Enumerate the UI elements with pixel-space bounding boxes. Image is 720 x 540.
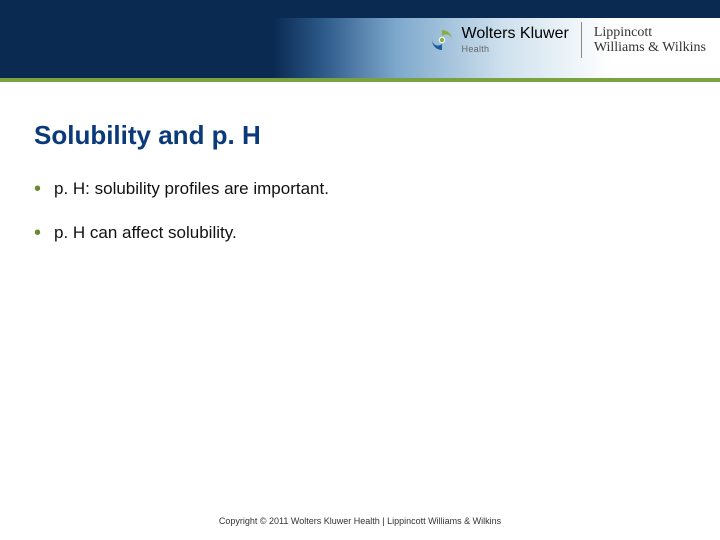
brand-primary-sub: Health	[462, 45, 569, 54]
bullet-item: p. H can affect solubility.	[34, 223, 686, 243]
brand-secondary-line2: Williams & Wilkins	[594, 40, 706, 55]
slide-content: Solubility and p. H p. H: solubility pro…	[0, 96, 720, 243]
bullet-item: p. H: solubility profiles are important.	[34, 179, 686, 199]
header-brand-band: Wolters Kluwer Health Lippincott William…	[0, 18, 720, 78]
brand-primary-text: Wolters Kluwer Health	[462, 26, 569, 54]
header-top-bar	[0, 0, 720, 18]
brand-block: Wolters Kluwer Health Lippincott William…	[430, 22, 706, 58]
bullet-list: p. H: solubility profiles are important.…	[34, 179, 686, 243]
wolters-kluwer-logo-icon	[430, 28, 454, 52]
header-bottom-gap	[0, 82, 720, 96]
brand-divider	[581, 22, 582, 58]
slide-title: Solubility and p. H	[34, 120, 686, 151]
brand-secondary-text: Lippincott Williams & Wilkins	[594, 25, 706, 56]
copyright-footer: Copyright © 2011 Wolters Kluwer Health |…	[0, 516, 720, 526]
brand-primary-name: Wolters Kluwer	[462, 26, 569, 43]
brand-secondary-line1: Lippincott	[594, 25, 706, 40]
slide-header: Wolters Kluwer Health Lippincott William…	[0, 0, 720, 96]
